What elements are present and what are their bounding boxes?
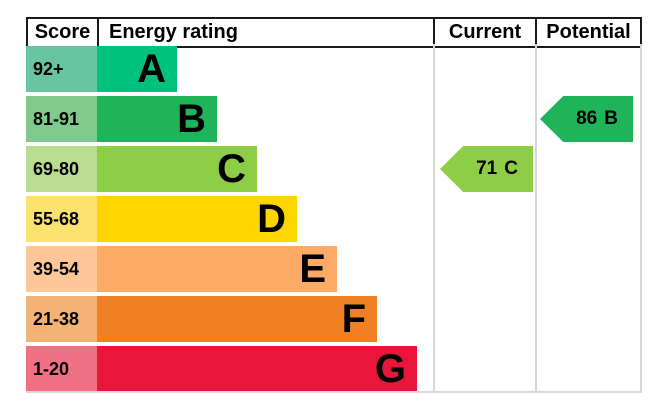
score-range-label-a: 92+ [26, 46, 97, 92]
band-row-f: 21-38 F [26, 296, 417, 342]
band-row-g: 1-20 G [26, 346, 417, 392]
band-letter-a: A [137, 47, 166, 91]
band-letter-e: E [299, 247, 326, 291]
band-letter-b: B [177, 97, 206, 141]
current-column-header: Current [433, 19, 535, 46]
rating-bar-b: B [97, 96, 217, 142]
current-rating-value: 71 [476, 158, 498, 179]
column-divider-energy-current [433, 44, 435, 393]
score-range-label-b: 81-91 [26, 96, 97, 142]
potential-column-header: Potential [535, 19, 642, 46]
band-row-a: 92+ A [26, 46, 417, 92]
potential-rating-value: 86 [576, 108, 598, 129]
table-header: Score Energy rating Current Potential [26, 17, 642, 48]
score-range-label-g: 1-20 [26, 346, 97, 392]
band-row-b: 81-91 B [26, 96, 417, 142]
rating-bands: 92+ A 81-91 B 69-80 C 55-68 D 39-54 E 21… [26, 46, 417, 396]
score-range-label-c: 69-80 [26, 146, 97, 192]
rating-bar-a: A [97, 46, 177, 92]
band-letter-g: G [374, 347, 406, 391]
rating-bar-g: G [97, 346, 417, 392]
band-row-d: 55-68 D [26, 196, 417, 242]
score-column-header: Score [26, 19, 97, 46]
score-range-label-f: 21-38 [26, 296, 97, 342]
current-rating-band: C [504, 158, 518, 179]
rating-bar-c: C [97, 146, 257, 192]
potential-rating-band: B [604, 108, 618, 129]
table-bottom-border [26, 391, 642, 393]
column-divider-current-potential [535, 44, 537, 393]
band-row-c: 69-80 C [26, 146, 417, 192]
rating-bar-f: F [97, 296, 377, 342]
energy-rating-column-header: Energy rating [97, 19, 433, 46]
potential-rating-arrow: 86 B [540, 96, 633, 142]
band-row-e: 39-54 E [26, 246, 417, 292]
table-right-border [640, 44, 642, 393]
score-range-label-e: 39-54 [26, 246, 97, 292]
band-letter-c: C [217, 147, 246, 191]
rating-bar-d: D [97, 196, 297, 242]
band-letter-d: D [257, 197, 286, 241]
band-letter-f: F [341, 297, 366, 341]
rating-bar-e: E [97, 246, 337, 292]
current-rating-arrow: 71 C [440, 146, 533, 192]
score-range-label-d: 55-68 [26, 196, 97, 242]
